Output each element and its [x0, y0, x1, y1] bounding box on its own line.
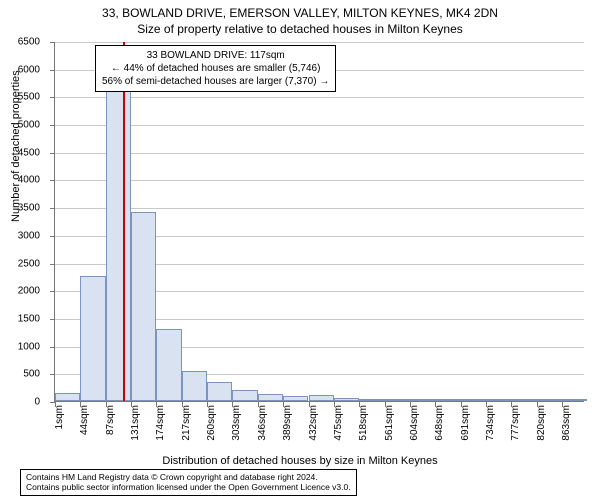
annotation-line-1: 33 BOWLAND DRIVE: 117sqm: [102, 49, 329, 62]
y-tick-label: 3000: [0, 230, 40, 241]
histogram-bar: [537, 399, 562, 401]
x-tick-label: 691sqm: [460, 405, 471, 455]
y-tick-mark: [50, 347, 55, 348]
histogram-bar: [182, 371, 207, 401]
y-tick-mark: [50, 264, 55, 265]
x-tick-label: 346sqm: [257, 405, 268, 455]
histogram-chart: 33 BOWLAND DRIVE: 117sqm← 44% of detache…: [54, 42, 584, 402]
x-tick-label: 432sqm: [308, 405, 319, 455]
histogram-bar: [258, 394, 283, 401]
y-tick-label: 6500: [0, 37, 40, 48]
y-tick-label: 2500: [0, 258, 40, 269]
y-tick-label: 1000: [0, 341, 40, 352]
y-tick-label: 5000: [0, 120, 40, 131]
histogram-bar: [410, 399, 435, 401]
x-tick-label: 820sqm: [536, 405, 547, 455]
y-tick-label: 0: [0, 397, 40, 408]
grid-line: [55, 42, 584, 43]
histogram-bar: [562, 399, 587, 401]
y-tick-mark: [50, 153, 55, 154]
footer-line-2: Contains public sector information licen…: [26, 482, 351, 493]
y-tick-label: 3500: [0, 203, 40, 214]
y-tick-label: 4500: [0, 147, 40, 158]
property-marker-line: [123, 42, 125, 401]
y-tick-mark: [50, 374, 55, 375]
histogram-bar: [131, 212, 156, 401]
histogram-bar: [359, 399, 384, 401]
x-tick-label: 87sqm: [105, 405, 116, 455]
x-tick-label: 260sqm: [206, 405, 217, 455]
y-tick-mark: [50, 236, 55, 237]
x-tick-label: 518sqm: [358, 405, 369, 455]
histogram-bar: [283, 396, 308, 401]
y-tick-label: 500: [0, 369, 40, 380]
y-tick-mark: [50, 97, 55, 98]
x-tick-label: 1sqm: [54, 405, 65, 455]
histogram-bar: [309, 395, 334, 401]
x-tick-label: 863sqm: [561, 405, 572, 455]
y-tick-mark: [50, 125, 55, 126]
grid-line: [55, 208, 584, 209]
grid-line: [55, 153, 584, 154]
annotation-line-3: 56% of semi-detached houses are larger (…: [102, 75, 329, 88]
grid-line: [55, 125, 584, 126]
y-tick-label: 2000: [0, 286, 40, 297]
histogram-bar: [156, 329, 181, 401]
x-tick-label: 561sqm: [384, 405, 395, 455]
annotation-line-2: ← 44% of detached houses are smaller (5,…: [102, 62, 329, 75]
y-tick-mark: [50, 180, 55, 181]
x-tick-label: 648sqm: [434, 405, 445, 455]
histogram-bar: [232, 390, 257, 401]
y-tick-mark: [50, 42, 55, 43]
x-tick-label: 389sqm: [282, 405, 293, 455]
y-tick-mark: [50, 70, 55, 71]
y-tick-mark: [50, 208, 55, 209]
histogram-bar: [55, 393, 80, 401]
y-tick-label: 4000: [0, 175, 40, 186]
histogram-bar: [334, 398, 359, 401]
footer-line-1: Contains HM Land Registry data © Crown c…: [26, 472, 351, 483]
histogram-bar: [385, 399, 410, 401]
annotation-box: 33 BOWLAND DRIVE: 117sqm← 44% of detache…: [95, 45, 336, 92]
histogram-bar: [207, 382, 232, 401]
histogram-bar: [80, 276, 105, 401]
x-tick-label: 734sqm: [485, 405, 496, 455]
attribution-footer: Contains HM Land Registry data © Crown c…: [20, 469, 357, 496]
x-tick-label: 174sqm: [155, 405, 166, 455]
histogram-bar: [461, 399, 486, 401]
chart-title-subtitle: Size of property relative to detached ho…: [0, 20, 600, 40]
y-tick-mark: [50, 319, 55, 320]
histogram-bar: [486, 399, 511, 401]
x-axis-label: Distribution of detached houses by size …: [0, 455, 600, 467]
grid-line: [55, 97, 584, 98]
histogram-bar: [435, 399, 460, 401]
y-tick-label: 5500: [0, 92, 40, 103]
grid-line: [55, 180, 584, 181]
x-tick-label: 303sqm: [231, 405, 242, 455]
chart-title-address: 33, BOWLAND DRIVE, EMERSON VALLEY, MILTO…: [0, 0, 600, 20]
x-tick-label: 44sqm: [79, 405, 90, 455]
histogram-bar: [106, 75, 131, 401]
y-tick-label: 1500: [0, 313, 40, 324]
y-tick-label: 6000: [0, 64, 40, 75]
y-tick-mark: [50, 291, 55, 292]
plot-area: 33 BOWLAND DRIVE: 117sqm← 44% of detache…: [54, 42, 584, 402]
x-tick-label: 131sqm: [130, 405, 141, 455]
x-tick-label: 475sqm: [333, 405, 344, 455]
x-tick-label: 777sqm: [510, 405, 521, 455]
x-tick-label: 604sqm: [409, 405, 420, 455]
histogram-bar: [511, 399, 536, 401]
x-tick-label: 217sqm: [181, 405, 192, 455]
